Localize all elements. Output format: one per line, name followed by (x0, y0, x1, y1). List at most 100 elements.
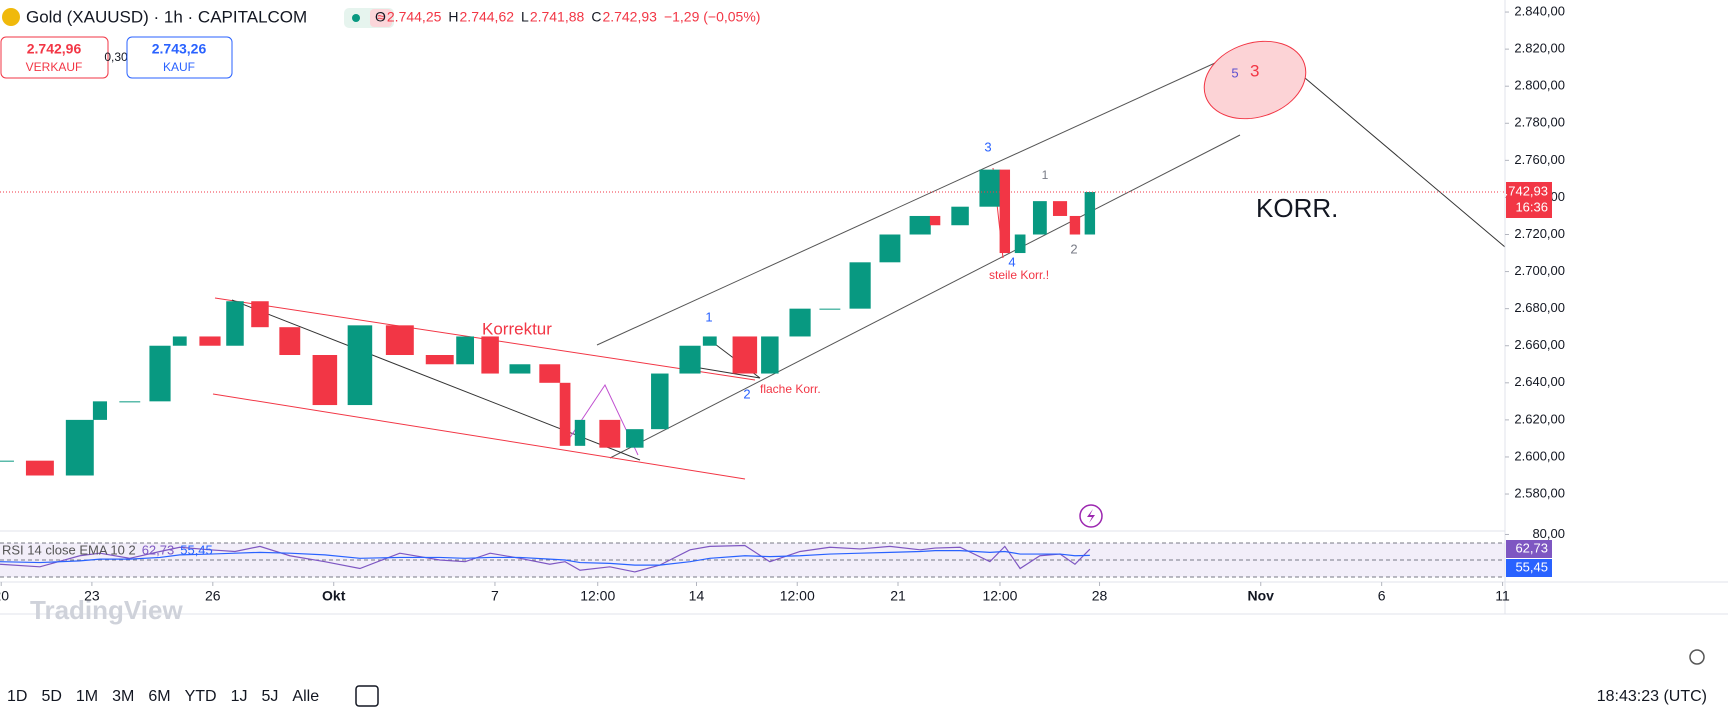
annotation: flache Korr. (760, 382, 821, 396)
y-tick-label: 2.720,00 (1514, 226, 1565, 241)
annotation: 3 (984, 139, 991, 154)
y-tick-label: 2.600,00 (1514, 448, 1565, 463)
sell-price: 2.742,96 (27, 41, 82, 57)
sell-button[interactable] (0, 36, 109, 79)
rsi-title: RSI 14 close EMA 10 2 (2, 542, 136, 557)
event-icon[interactable] (1079, 504, 1103, 528)
candle (574, 419, 586, 446)
range-button[interactable]: 1M (76, 688, 98, 705)
candle (819, 308, 841, 310)
candle (385, 325, 414, 356)
x-tick-label: 23 (84, 588, 100, 604)
range-button[interactable]: YTD (185, 688, 217, 705)
candle (599, 419, 621, 448)
candle (951, 206, 969, 226)
ohlc-value: 2.744,62 (460, 9, 515, 25)
x-tick-label: 12:00 (580, 588, 615, 604)
ohlc-value: 2.742,93 (602, 9, 657, 25)
candle (626, 429, 644, 448)
buy-button[interactable] (126, 36, 233, 79)
event-icon[interactable] (1087, 509, 1095, 523)
buy-label: KAUF (163, 60, 195, 74)
y-tick-label: 2.780,00 (1514, 115, 1565, 130)
annotation: 1 (705, 309, 712, 324)
candle (456, 336, 475, 365)
candle (226, 301, 244, 346)
candle (761, 336, 779, 374)
candle (279, 327, 301, 356)
y-tick-label: 2.840,00 (1514, 3, 1565, 18)
candle (172, 336, 187, 346)
target-ellipse (1203, 40, 1307, 120)
x-tick-label: 11 (1495, 588, 1510, 604)
y-tick-label: 2.800,00 (1514, 78, 1565, 93)
y-tick-label: 2.620,00 (1514, 411, 1565, 426)
annotation: Korrektur (482, 319, 552, 338)
x-tick-label: 21 (890, 588, 906, 604)
ohlc-value: 2.744,25 (387, 9, 442, 25)
buy-price: 2.743,26 (152, 41, 207, 57)
annotation: 4 (1008, 254, 1015, 269)
symbol-icon (2, 8, 20, 26)
y-tick-label: 2.580,00 (1514, 485, 1565, 500)
trend-line (212, 393, 746, 480)
candle (1014, 234, 1026, 254)
annotation: 1 (1042, 168, 1049, 182)
x-tick-label: Okt (322, 588, 346, 604)
ohlc: O 2.744,25 H 2.744,62 L 2.741,88 C 2.742,93 −1,2… (375, 9, 760, 25)
range-button[interactable]: 5D (41, 688, 61, 705)
range-button[interactable]: 1D (7, 688, 27, 705)
candle (732, 336, 758, 374)
ohlc-change: −1,29 (−0,05%) (664, 9, 761, 25)
candle (539, 364, 561, 383)
clock: 18:43:23 (UTC) (1597, 688, 1707, 705)
candle (312, 355, 338, 406)
candle (929, 215, 941, 226)
candle (481, 336, 499, 374)
candle (1084, 191, 1096, 235)
candle (251, 301, 269, 328)
candle (199, 336, 221, 346)
compare-icon[interactable] (355, 685, 379, 707)
candle (509, 364, 531, 374)
candle (1069, 215, 1081, 235)
candle (347, 325, 373, 406)
candle (65, 419, 94, 476)
candle (909, 215, 931, 235)
countdown: 16:36 (1515, 199, 1548, 214)
symbol-title[interactable]: Gold (XAUUSD) · 1h · CAPITALCOM (26, 7, 307, 26)
x-tick-label: 12:00 (780, 588, 815, 604)
range-button[interactable]: 6M (148, 688, 170, 705)
annotation: 2 (743, 386, 750, 401)
ohlc-key: H (448, 9, 458, 25)
annotation: KORR. (1256, 193, 1338, 223)
rsi-value-label: 62,73 (1515, 540, 1548, 555)
candle (651, 373, 669, 430)
last-price-label: 2.742,93 (1497, 183, 1548, 198)
y-tick-label: 2.660,00 (1514, 337, 1565, 352)
sell-label: VERKAUF (26, 60, 83, 74)
range-button[interactable]: 1J (231, 688, 248, 705)
watermark: TradingView (30, 595, 183, 625)
candle (849, 262, 871, 309)
x-tick-label: 7 (491, 588, 499, 604)
candle (789, 308, 811, 337)
settings-icon[interactable] (1689, 649, 1705, 665)
rsi-value-badge (1506, 540, 1552, 558)
candle (979, 169, 1001, 207)
rsi-line (0, 544, 1091, 573)
drawings: Korrektur flache Korr. steile Korr.! KORR. 1… (0, 40, 1505, 578)
range-button[interactable]: Alle (292, 688, 319, 705)
trend-line (231, 299, 641, 461)
range-button[interactable]: 5J (262, 688, 279, 705)
status-dot (352, 14, 360, 22)
range-button[interactable]: 3M (112, 688, 134, 705)
rsi-y-tick-label: 80,00 (1532, 526, 1565, 541)
x-tick-label: 6 (1378, 588, 1386, 604)
y-tick-label: 2.820,00 (1514, 41, 1565, 56)
x-tick-label: 14 (689, 588, 705, 604)
candle (0, 460, 14, 462)
trend-line (609, 134, 1241, 459)
candle (702, 336, 717, 346)
